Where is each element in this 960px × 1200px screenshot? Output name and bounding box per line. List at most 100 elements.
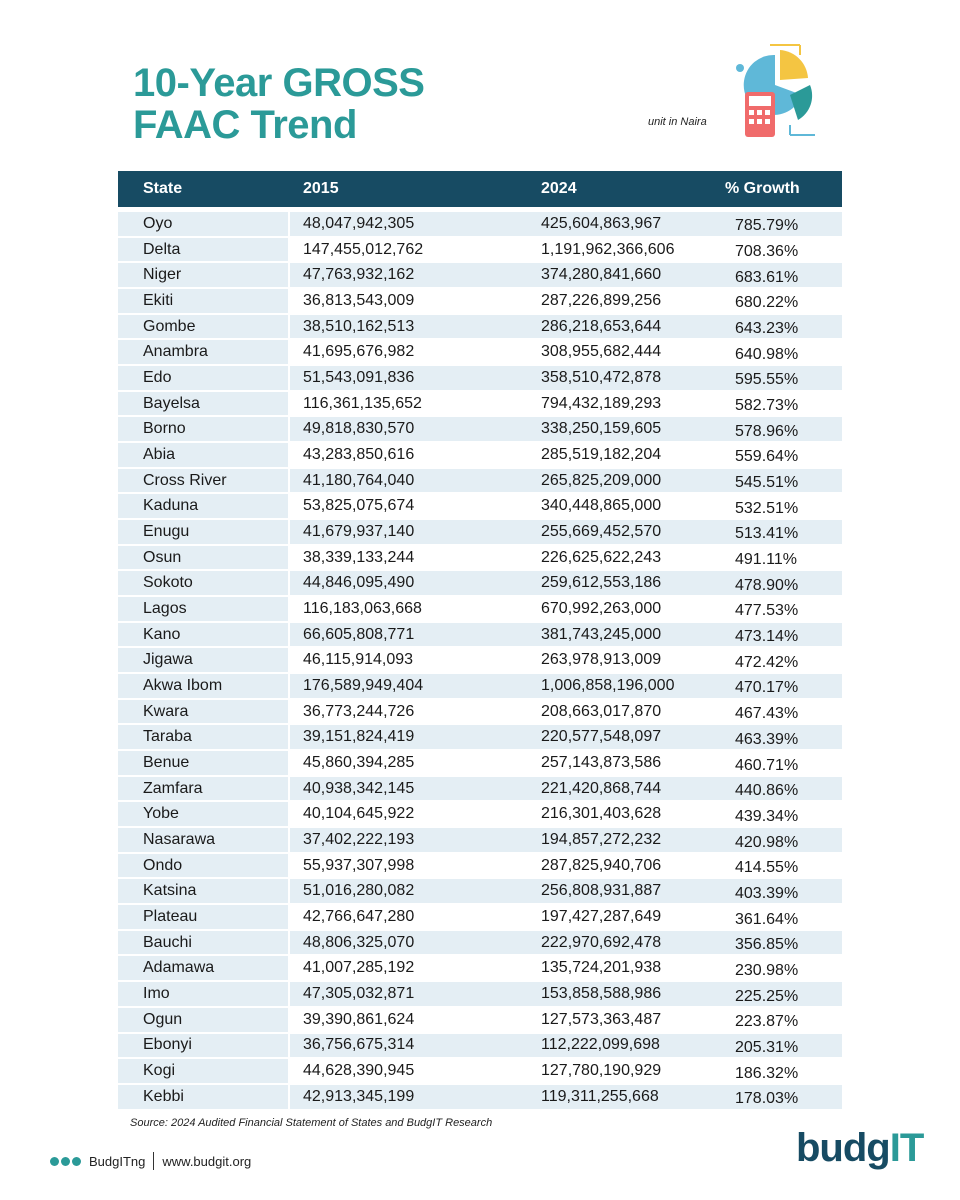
table-cell: 208,663,017,870 bbox=[541, 702, 662, 720]
table-cell: Yobe bbox=[143, 805, 179, 823]
table-cell: 1,006,858,196,000 bbox=[541, 676, 675, 694]
title-line: FAAC Trend bbox=[133, 103, 357, 147]
table-cell: Benue bbox=[143, 753, 190, 771]
table-cell: 48,047,942,305 bbox=[303, 214, 415, 232]
table-row: Bayelsa 116,361,135,652 794,432,189,293 582… bbox=[118, 391, 842, 417]
row-band bbox=[118, 391, 288, 416]
table-cell: 403.39% bbox=[735, 884, 799, 902]
row-band bbox=[118, 1033, 288, 1058]
table-cell: Taraba bbox=[143, 728, 192, 746]
table-cell: 38,510,162,513 bbox=[303, 317, 415, 335]
table-cell: 220,577,548,097 bbox=[541, 728, 662, 746]
table-cell: Nasarawa bbox=[143, 830, 216, 848]
table-cell: Anambra bbox=[143, 343, 208, 361]
table-cell: Bauchi bbox=[143, 933, 192, 951]
table-row: Kano 66,605,808,771 381,743,245,000 473.14% bbox=[118, 622, 842, 648]
table-cell: 38,339,133,244 bbox=[303, 548, 415, 566]
table-cell: 55,937,307,998 bbox=[303, 856, 415, 874]
table-cell: Ondo bbox=[143, 856, 183, 874]
table-row: Ondo 55,937,307,998 287,825,940,706 414.55% bbox=[118, 853, 842, 879]
table-row: Sokoto 44,846,095,490 259,612,553,186 478.9… bbox=[118, 570, 842, 596]
table-cell: 51,016,280,082 bbox=[303, 882, 415, 900]
table-cell: 36,813,543,009 bbox=[303, 291, 415, 309]
table-cell: Sokoto bbox=[143, 574, 193, 592]
table-cell: 127,780,190,929 bbox=[541, 1062, 662, 1079]
footer: BudgITng www.budgit.org bbox=[50, 1152, 251, 1170]
table-cell: 44,628,390,945 bbox=[303, 1062, 415, 1079]
table-cell: 153,858,588,986 bbox=[541, 984, 662, 1002]
table-cell: 225.25% bbox=[735, 987, 799, 1005]
table-cell: 255,669,452,570 bbox=[541, 522, 662, 540]
row-band bbox=[118, 263, 288, 288]
table-cell: Kebbi bbox=[143, 1087, 184, 1105]
table-cell: 425,604,863,967 bbox=[541, 214, 662, 232]
table-cell: 460.71% bbox=[735, 756, 799, 774]
row-band bbox=[118, 776, 288, 801]
table-row: Kebbi 42,913,345,199 119,311,255,668 178.03… bbox=[118, 1084, 842, 1110]
table-cell: 640.98% bbox=[735, 345, 799, 363]
table-cell: 463.39% bbox=[735, 730, 799, 748]
table-cell: 41,180,764,040 bbox=[303, 471, 415, 489]
table-cell: Enugu bbox=[143, 522, 190, 540]
table-cell: 420.98% bbox=[735, 833, 799, 851]
table-cell: 439.34% bbox=[735, 807, 799, 825]
table-cell: 467.43% bbox=[735, 705, 799, 723]
header-cell: 2015 bbox=[303, 180, 339, 197]
table-cell: 216,301,403,628 bbox=[541, 805, 662, 823]
table-cell: 643.23% bbox=[735, 320, 799, 338]
row-band bbox=[118, 930, 288, 955]
logo-text: budg bbox=[796, 1126, 891, 1170]
table-cell: 1,191,962,366,606 bbox=[541, 240, 675, 258]
table-row: Akwa Ibom 176,589,949,404 1,006,858,196,00… bbox=[118, 673, 842, 699]
table-row: Niger 47,763,932,162 374,280,841,660 683.61… bbox=[118, 262, 842, 288]
table-cell: Oyo bbox=[143, 214, 173, 232]
social-icon bbox=[61, 1156, 70, 1166]
table-row: Cross River 41,180,764,040 265,825,209,000… bbox=[118, 468, 842, 494]
table-cell: 683.61% bbox=[735, 268, 799, 286]
row-band bbox=[290, 366, 842, 390]
row-band bbox=[118, 212, 288, 236]
table-cell: 36,773,244,726 bbox=[303, 702, 415, 720]
table-cell: 48,806,325,070 bbox=[303, 933, 415, 951]
header-cell: % Growth bbox=[725, 180, 800, 197]
table-row: Osun 38,339,133,244 226,625,622,243 491.11% bbox=[118, 545, 842, 571]
row-band bbox=[118, 674, 288, 698]
table-cell: 478.90% bbox=[735, 576, 799, 594]
row-band bbox=[118, 340, 288, 365]
table-cell: 477.53% bbox=[735, 602, 799, 620]
table-cell: 785.79% bbox=[735, 217, 799, 235]
table-row: Kaduna 53,825,075,674 340,448,865,000 532.5… bbox=[118, 493, 842, 519]
table-cell: 578.96% bbox=[735, 422, 799, 440]
table-cell: 414.55% bbox=[735, 859, 799, 877]
row-band bbox=[118, 597, 288, 621]
table-row: Taraba 39,151,824,419 220,577,548,097 463.3… bbox=[118, 724, 842, 750]
table-cell: 178.03% bbox=[735, 1090, 799, 1108]
table-row: Enugu 41,679,937,140 255,669,452,570 513.41… bbox=[118, 519, 842, 545]
table-cell: 47,305,032,871 bbox=[303, 984, 415, 1002]
separator bbox=[153, 1152, 155, 1170]
table-cell: Jigawa bbox=[143, 651, 193, 669]
table-body: Oyo 48,047,942,305 425,604,863,967 785.79% D… bbox=[118, 211, 842, 1110]
table-cell: 374,280,841,660 bbox=[541, 266, 662, 284]
table-row: Benue 45,860,394,285 257,143,873,586 460.71… bbox=[118, 750, 842, 776]
logo-accent: IT bbox=[889, 1126, 925, 1170]
table-row: Imo 47,305,032,871 153,858,588,986 225.25% bbox=[118, 981, 842, 1007]
row-band bbox=[290, 520, 842, 544]
table-cell: 119,311,255,668 bbox=[541, 1087, 659, 1105]
table-cell: Gombe bbox=[143, 317, 196, 335]
table-cell: 135,724,201,938 bbox=[541, 959, 662, 977]
title: 10-Year GROSS FAAC Trend bbox=[133, 62, 425, 147]
table-cell: 340,448,865,000 bbox=[541, 497, 662, 515]
table-row: Zamfara 40,938,342,145 221,420,868,744 440.… bbox=[118, 776, 842, 802]
website: www.budgit.org bbox=[162, 1153, 252, 1169]
row-band bbox=[118, 1007, 288, 1032]
table-cell: 470.17% bbox=[735, 679, 799, 697]
table-cell: 49,818,830,570 bbox=[303, 420, 415, 438]
table-cell: Akwa Ibom bbox=[143, 676, 223, 694]
row-band bbox=[290, 1033, 842, 1058]
row-band bbox=[118, 494, 288, 519]
table-cell: Borno bbox=[143, 420, 186, 438]
table-cell: Niger bbox=[143, 266, 182, 284]
table-cell: 265,825,209,000 bbox=[541, 471, 662, 489]
